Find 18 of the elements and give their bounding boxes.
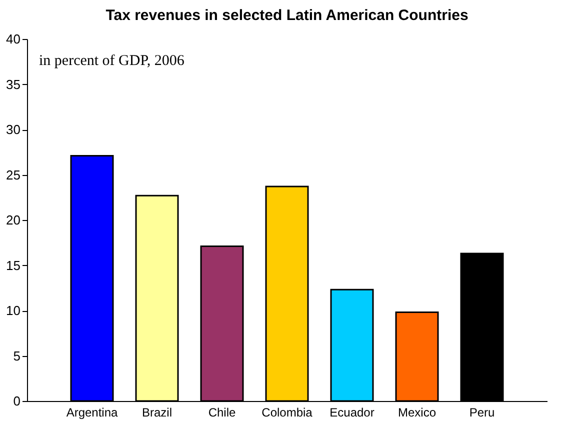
annotation: in percent of GDP, 2006: [39, 53, 185, 69]
chart-title: Tax revenues in selected Latin American Countries: [106, 7, 468, 24]
y-tick-label: 40: [6, 32, 20, 46]
y-tick-label: 20: [6, 212, 20, 228]
x-tick-label: Colombia: [262, 406, 313, 420]
x-tick-label: Argentina: [66, 406, 118, 420]
y-tick-label: 10: [6, 303, 20, 318]
y-tick-label: 30: [6, 122, 20, 137]
y-tick-label: 0: [13, 394, 20, 408]
x-tick-label: Chile: [208, 406, 236, 420]
x-tick-label: Brazil: [142, 406, 172, 420]
y-tick-label: 15: [6, 258, 20, 273]
x-tick-label: Mexico: [398, 406, 436, 420]
x-tick-label: Ecuador: [330, 406, 374, 420]
y-tick-label: 25: [6, 167, 20, 182]
x-tick-label: Peru: [469, 406, 495, 420]
y-tick-label: 35: [6, 76, 20, 92]
y-tick-label: 5: [13, 348, 20, 364]
